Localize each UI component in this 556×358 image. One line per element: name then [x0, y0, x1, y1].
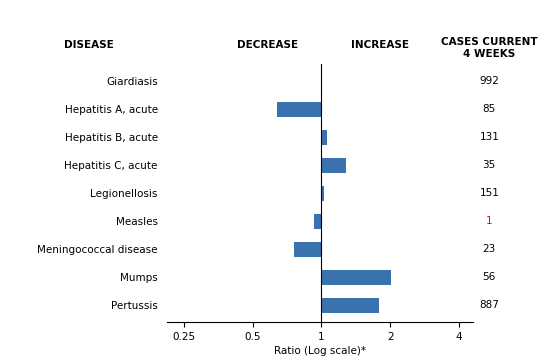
Text: CASES CURRENT: CASES CURRENT — [441, 37, 538, 47]
Text: 85: 85 — [483, 104, 496, 114]
Text: INCREASE: INCREASE — [351, 40, 409, 50]
Bar — [321, 130, 327, 145]
Bar — [321, 185, 324, 201]
Text: 131: 131 — [479, 132, 499, 142]
Bar — [321, 158, 346, 173]
Text: DECREASE: DECREASE — [237, 40, 298, 50]
X-axis label: Ratio (Log scale)*: Ratio (Log scale)* — [274, 346, 366, 356]
Text: 35: 35 — [483, 160, 496, 170]
Text: 992: 992 — [479, 76, 499, 86]
Bar — [277, 102, 321, 117]
Text: 56: 56 — [483, 272, 496, 282]
Bar — [294, 242, 321, 257]
Text: 887: 887 — [479, 300, 499, 310]
Text: 4 WEEKS: 4 WEEKS — [463, 49, 515, 59]
Text: 1: 1 — [486, 216, 493, 226]
Text: 23: 23 — [483, 245, 496, 254]
Bar — [314, 214, 321, 229]
Bar — [321, 298, 379, 313]
Bar — [321, 270, 390, 285]
Text: 151: 151 — [479, 188, 499, 198]
Text: DISEASE: DISEASE — [64, 40, 114, 50]
